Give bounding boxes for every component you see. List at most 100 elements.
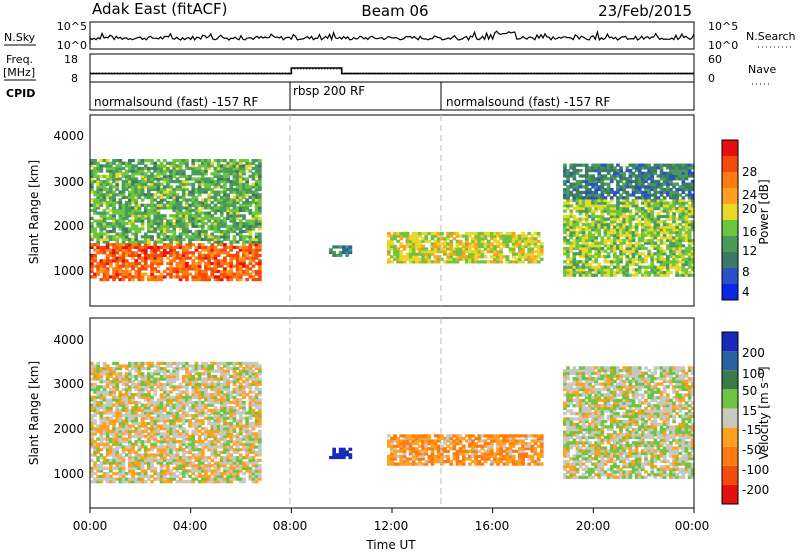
power-cell-1 [153, 227, 158, 231]
velocity-cell-1 [128, 416, 132, 420]
power-cell-1 [102, 201, 107, 205]
power-cell-4 [684, 209, 689, 213]
power-cell-4 [653, 246, 658, 251]
power-cell-0 [169, 259, 173, 263]
power-panel: Slant Range [km] 4000 3000 2000 1000 Pow… [27, 114, 771, 307]
velocity-cell-1 [109, 390, 113, 394]
power-cell-3 [446, 237, 450, 241]
power-cell-4 [653, 225, 658, 229]
power-cell-1 [150, 219, 154, 223]
power-cell-1 [124, 169, 129, 173]
power-cell-4 [603, 241, 608, 245]
power-cell-1 [109, 198, 113, 202]
power-cell-0 [200, 278, 205, 282]
velocity-cell-0 [178, 445, 183, 449]
cpid-segment-3: normalsound (fast) -157 RF [446, 95, 610, 109]
power-cell-1 [238, 177, 243, 181]
power-cell-1 [121, 185, 126, 189]
velocity-cell-1 [118, 416, 123, 420]
power-cell-1 [169, 219, 173, 223]
power-cell-3 [499, 255, 503, 259]
power-cell-4 [563, 270, 567, 275]
velocity-cell-0 [109, 469, 113, 473]
power-cell-1 [90, 235, 94, 239]
velocity-cell-0 [185, 458, 189, 462]
velocity-cell-1 [128, 419, 132, 423]
power-cell-3 [468, 252, 472, 256]
power-cell-1 [251, 219, 256, 223]
power-cell-5 [575, 171, 580, 175]
power-cell-1 [242, 185, 246, 189]
velocity-cell-1 [131, 421, 135, 426]
power-cell-1 [172, 222, 177, 226]
power-cell-1 [207, 219, 211, 223]
velocity-cell-1 [131, 385, 135, 389]
power-cell-3 [436, 234, 441, 238]
power-cell-1 [194, 214, 199, 218]
power-cell-3 [477, 231, 482, 236]
velocity-cell-0 [112, 456, 116, 460]
power-cell-4 [687, 230, 692, 235]
power-cell-1 [229, 201, 234, 205]
power-cell-4 [687, 220, 692, 224]
velocity-cell-1 [159, 416, 164, 420]
power-cell-4 [659, 257, 664, 261]
power-cell-1 [99, 237, 104, 241]
power-cell-0 [178, 245, 183, 249]
power-cell-1 [207, 237, 211, 241]
power-cell-4 [606, 254, 611, 259]
power-cell-5 [588, 182, 592, 186]
power-cell-1 [219, 235, 224, 239]
velocity-cell-0 [213, 469, 218, 473]
power-cell-1 [162, 227, 167, 231]
velocity-cell-1 [115, 411, 120, 415]
power-cell-3 [527, 250, 532, 254]
velocity-cell-0 [102, 472, 107, 476]
power-cell-1 [254, 216, 259, 220]
power-cell-1 [223, 222, 227, 226]
power-cell-5 [637, 174, 642, 178]
velocity-cell-0 [232, 466, 237, 470]
power-cell-1 [99, 187, 104, 192]
velocity-cell-0 [200, 445, 205, 449]
power-cell-5 [606, 166, 611, 170]
power-cell-4 [569, 204, 574, 208]
power-cell-4 [609, 222, 614, 227]
power-cell-1 [105, 187, 110, 192]
velocity-cell-0 [112, 450, 116, 454]
power-cell-1 [169, 224, 173, 228]
power-cell-1 [134, 232, 139, 236]
power-cell-5 [616, 190, 620, 194]
power-cell-4 [628, 204, 633, 208]
power-cell-5 [656, 182, 661, 186]
velocity-cell-0 [185, 450, 189, 454]
power-cell-1 [137, 211, 142, 215]
power-cell-4 [616, 204, 620, 208]
power-cell-4 [581, 241, 586, 245]
velocity-cell-1 [131, 408, 135, 412]
power-cell-0 [153, 256, 158, 260]
power-cell-5 [641, 196, 645, 200]
power-cell-4 [575, 241, 580, 245]
power-cell-1 [169, 164, 173, 168]
power-cell-4 [613, 236, 617, 240]
power-cell-3 [505, 237, 510, 241]
power-cell-5 [631, 190, 636, 194]
power-cell-1 [121, 235, 126, 239]
velocity-cell-0 [226, 458, 230, 462]
power-cell-5 [625, 166, 630, 170]
velocity-cell-0 [131, 480, 135, 484]
power-cell-4 [644, 228, 648, 232]
velocity-cell-1 [115, 403, 120, 407]
velocity-cell-1 [134, 377, 139, 381]
power-cell-1 [124, 187, 129, 192]
power-cell-4 [681, 201, 686, 205]
power-cell-1 [115, 232, 120, 236]
velocity-cell-1 [112, 382, 116, 386]
power-cell-0 [159, 278, 164, 282]
power-cell-3 [493, 260, 497, 264]
power-cell-4 [578, 252, 583, 256]
power-cell-3 [402, 260, 407, 264]
power-cell-0 [251, 251, 256, 255]
power-cell-5 [603, 196, 608, 200]
